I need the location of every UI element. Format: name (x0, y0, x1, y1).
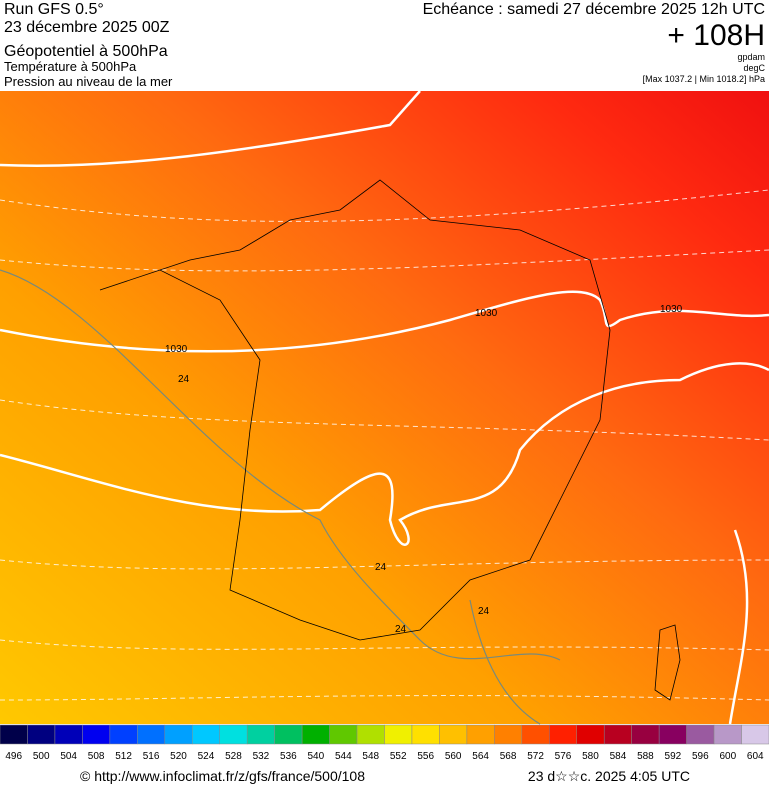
colorbar-swatch (54, 724, 83, 745)
colorbar-label: 600 (719, 751, 736, 762)
colorbar-label: 532 (253, 751, 270, 762)
colorbar-label: 592 (665, 751, 682, 762)
valid-time: Echéance : samedi 27 décembre 2025 12h U… (423, 1, 765, 18)
colorbar-swatch (494, 724, 523, 745)
contour-label: 24 (478, 606, 490, 617)
colorbar-label: 604 (747, 751, 764, 762)
colorbar-label: 496 (5, 751, 22, 762)
colorbar-label: 580 (582, 751, 599, 762)
colorbar-swatch (686, 724, 715, 745)
colorbar-swatch (192, 724, 220, 745)
colorbar-swatch (137, 724, 166, 745)
timestamp: 23 d☆☆c. 2025 4:05 UTC (528, 768, 690, 784)
contour-label: 24 (178, 374, 190, 385)
colorbar-label: 508 (88, 751, 105, 762)
colorbar-swatch (521, 724, 550, 745)
geopotential-contours (0, 269, 561, 725)
colorbar-label: 540 (307, 751, 324, 762)
colorbar-label: 556 (417, 751, 434, 762)
contour-labels: 1030 1030 1030 24 24 24 24 (165, 304, 683, 635)
colorbar-swatch (329, 724, 358, 745)
map: 1030 1030 1030 24 24 24 24 (0, 90, 769, 725)
colorbar-swatch (411, 724, 440, 745)
field-shading (0, 91, 769, 724)
colorbar-label: 564 (472, 751, 489, 762)
colorbar: 496 500 504 508 512 516 520 524 528 532 536 540 544 5… (0, 724, 769, 762)
colorbar-swatch (658, 724, 687, 745)
source-url[interactable]: © http://www.infoclimat.fr/z/gfs/france/… (80, 768, 365, 784)
colorbar-label: 512 (115, 751, 132, 762)
colorbar-swatch (301, 724, 330, 745)
colorbar-swatch (466, 724, 495, 745)
colorbar-swatch (439, 724, 468, 745)
isobars (0, 90, 769, 725)
lead-time: + 108H (667, 19, 765, 52)
colorbar-label: 524 (198, 751, 215, 762)
colorbar-label: 500 (33, 751, 50, 762)
colorbar-swatch (0, 724, 28, 745)
temperature-contours (0, 189, 769, 701)
colorbar-swatch (219, 724, 248, 745)
colorbar-label: 552 (390, 751, 407, 762)
colorbar-label: 568 (500, 751, 517, 762)
unit: gpdam (737, 52, 765, 62)
colorbar-swatch (274, 724, 303, 745)
colorbar-label: 504 (60, 751, 77, 762)
colorbar-label: 560 (445, 751, 462, 762)
colorbar-swatch (713, 724, 742, 745)
colorbar-label: 544 (335, 751, 352, 762)
date: 23 décembre 2025 00Z (4, 19, 170, 36)
colorbar-label: 536 (280, 751, 297, 762)
colorbar-label: 576 (555, 751, 572, 762)
contour-label: 24 (395, 624, 407, 635)
field: Géopotentiel à 500hPa (4, 43, 168, 60)
colorbar-label: 572 (527, 751, 544, 762)
run: Run GFS 0.5° (4, 1, 104, 18)
unit: degC (743, 63, 765, 73)
colorbar-swatch (603, 724, 632, 745)
colorbar-label: 516 (143, 751, 160, 762)
colorbar-swatch (246, 724, 275, 745)
contour-label: 1030 (165, 344, 188, 355)
colorbar-label: 596 (692, 751, 709, 762)
contour-label: 24 (375, 562, 387, 573)
colorbar-swatch (356, 724, 385, 745)
colorbar-label: 548 (362, 751, 379, 762)
colorbar-swatch (631, 724, 660, 745)
colorbar-swatch (109, 724, 138, 745)
colorbar-swatch (82, 724, 111, 745)
colorbar-swatch (549, 724, 577, 745)
range: [Max 1037.2 | Min 1018.2] hPa (643, 74, 765, 84)
colorbar-label: 528 (225, 751, 242, 762)
borders (99, 179, 681, 701)
colorbar-swatch (164, 724, 193, 745)
field: Pression au niveau de la mer (4, 74, 173, 89)
colorbar-swatch (576, 724, 605, 745)
colorbar-label: 584 (610, 751, 627, 762)
colorbar-swatch (27, 724, 56, 745)
contour-label: 1030 (475, 308, 498, 319)
field: Température à 500hPa (4, 59, 137, 74)
colorbar-label: 588 (637, 751, 654, 762)
colorbar-swatch (384, 724, 413, 745)
colorbar-label: 520 (170, 751, 187, 762)
colorbar-swatch (741, 724, 769, 745)
contour-label: 1030 (660, 304, 683, 315)
